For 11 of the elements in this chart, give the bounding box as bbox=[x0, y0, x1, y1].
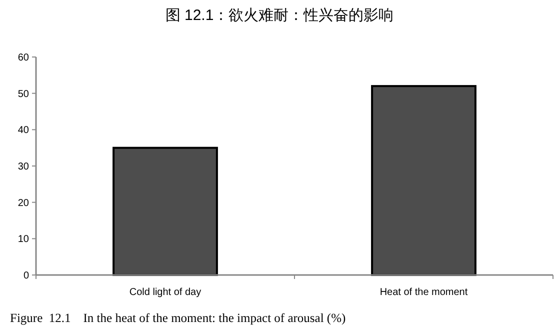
caption: Figure 12.1 In the heat of the moment: the impact of arousal (%) bbox=[10, 311, 346, 325]
y-tick-label: 30 bbox=[18, 162, 30, 172]
y-tick-label: 0 bbox=[23, 270, 30, 282]
chart-title: 图 12.1：欲火难耐：性兴奋的影响 bbox=[165, 7, 394, 24]
y-tick-label: 60 bbox=[18, 52, 30, 64]
y-tick-label: 10 bbox=[18, 234, 30, 246]
x-tick-label: Cold light of day bbox=[129, 287, 202, 298]
y-tick-label: 20 bbox=[18, 198, 30, 209]
y-tick-label: 40 bbox=[18, 125, 30, 136]
y-tick-label: 50 bbox=[18, 88, 30, 100]
x-tick-label: Heat of the moment bbox=[380, 287, 468, 298]
